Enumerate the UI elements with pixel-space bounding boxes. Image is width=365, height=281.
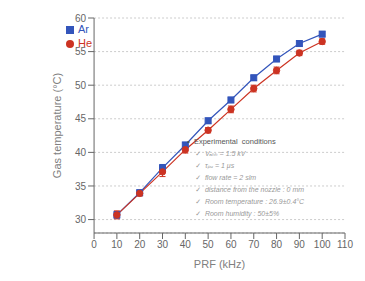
html-text:✓ τₚᵤ = 1 μs: ✓ τₚᵤ = 1 μs — [195, 162, 235, 170]
svg-text:40: 40 — [180, 239, 192, 250]
svg-text:100: 100 — [314, 239, 331, 250]
svg-text:50: 50 — [203, 239, 215, 250]
svg-text:55: 55 — [75, 46, 87, 57]
html-text:✓ distance from the nozzle : 0: ✓ distance from the nozzle : 0 mm — [195, 186, 305, 194]
svg-text:110: 110 — [337, 239, 353, 250]
svg-text:40: 40 — [75, 147, 87, 158]
html-text:✓ flow rate = 2 slm: ✓ flow rate = 2 slm — [195, 174, 257, 182]
svg-text:80: 80 — [271, 239, 283, 250]
html-text:• Experimental conditions: • Experimental conditions — [187, 137, 276, 147]
svg-text:0: 0 — [91, 239, 97, 250]
svg-text:60: 60 — [75, 13, 87, 24]
svg-text:70: 70 — [248, 239, 260, 250]
svg-text:45: 45 — [75, 113, 87, 124]
html-text:He: He — [78, 37, 93, 49]
html-text:✓ Room humidity : 50±5%: ✓ Room humidity : 50±5% — [195, 210, 280, 218]
html-text:✓ Vₐₕₕ = 1.5 kV: ✓ Vₐₕₕ = 1.5 kV — [195, 150, 246, 158]
svg-text:50: 50 — [75, 80, 87, 91]
svg-text:60: 60 — [225, 239, 237, 250]
html-text:Ar: Ar — [78, 23, 89, 35]
svg-text:Gas temperature (°C): Gas temperature (°C) — [51, 73, 63, 178]
svg-text:PRF (kHz): PRF (kHz) — [194, 258, 245, 270]
svg-text:10: 10 — [111, 239, 123, 250]
svg-text:30: 30 — [157, 239, 169, 250]
svg-text:35: 35 — [75, 181, 87, 192]
svg-text:20: 20 — [134, 239, 146, 250]
svg-text:90: 90 — [294, 239, 306, 250]
svg-text:30: 30 — [75, 214, 87, 225]
html-text:✓ Room temperature : 26.9±0.4°: ✓ Room temperature : 26.9±0.4°C — [195, 198, 305, 206]
